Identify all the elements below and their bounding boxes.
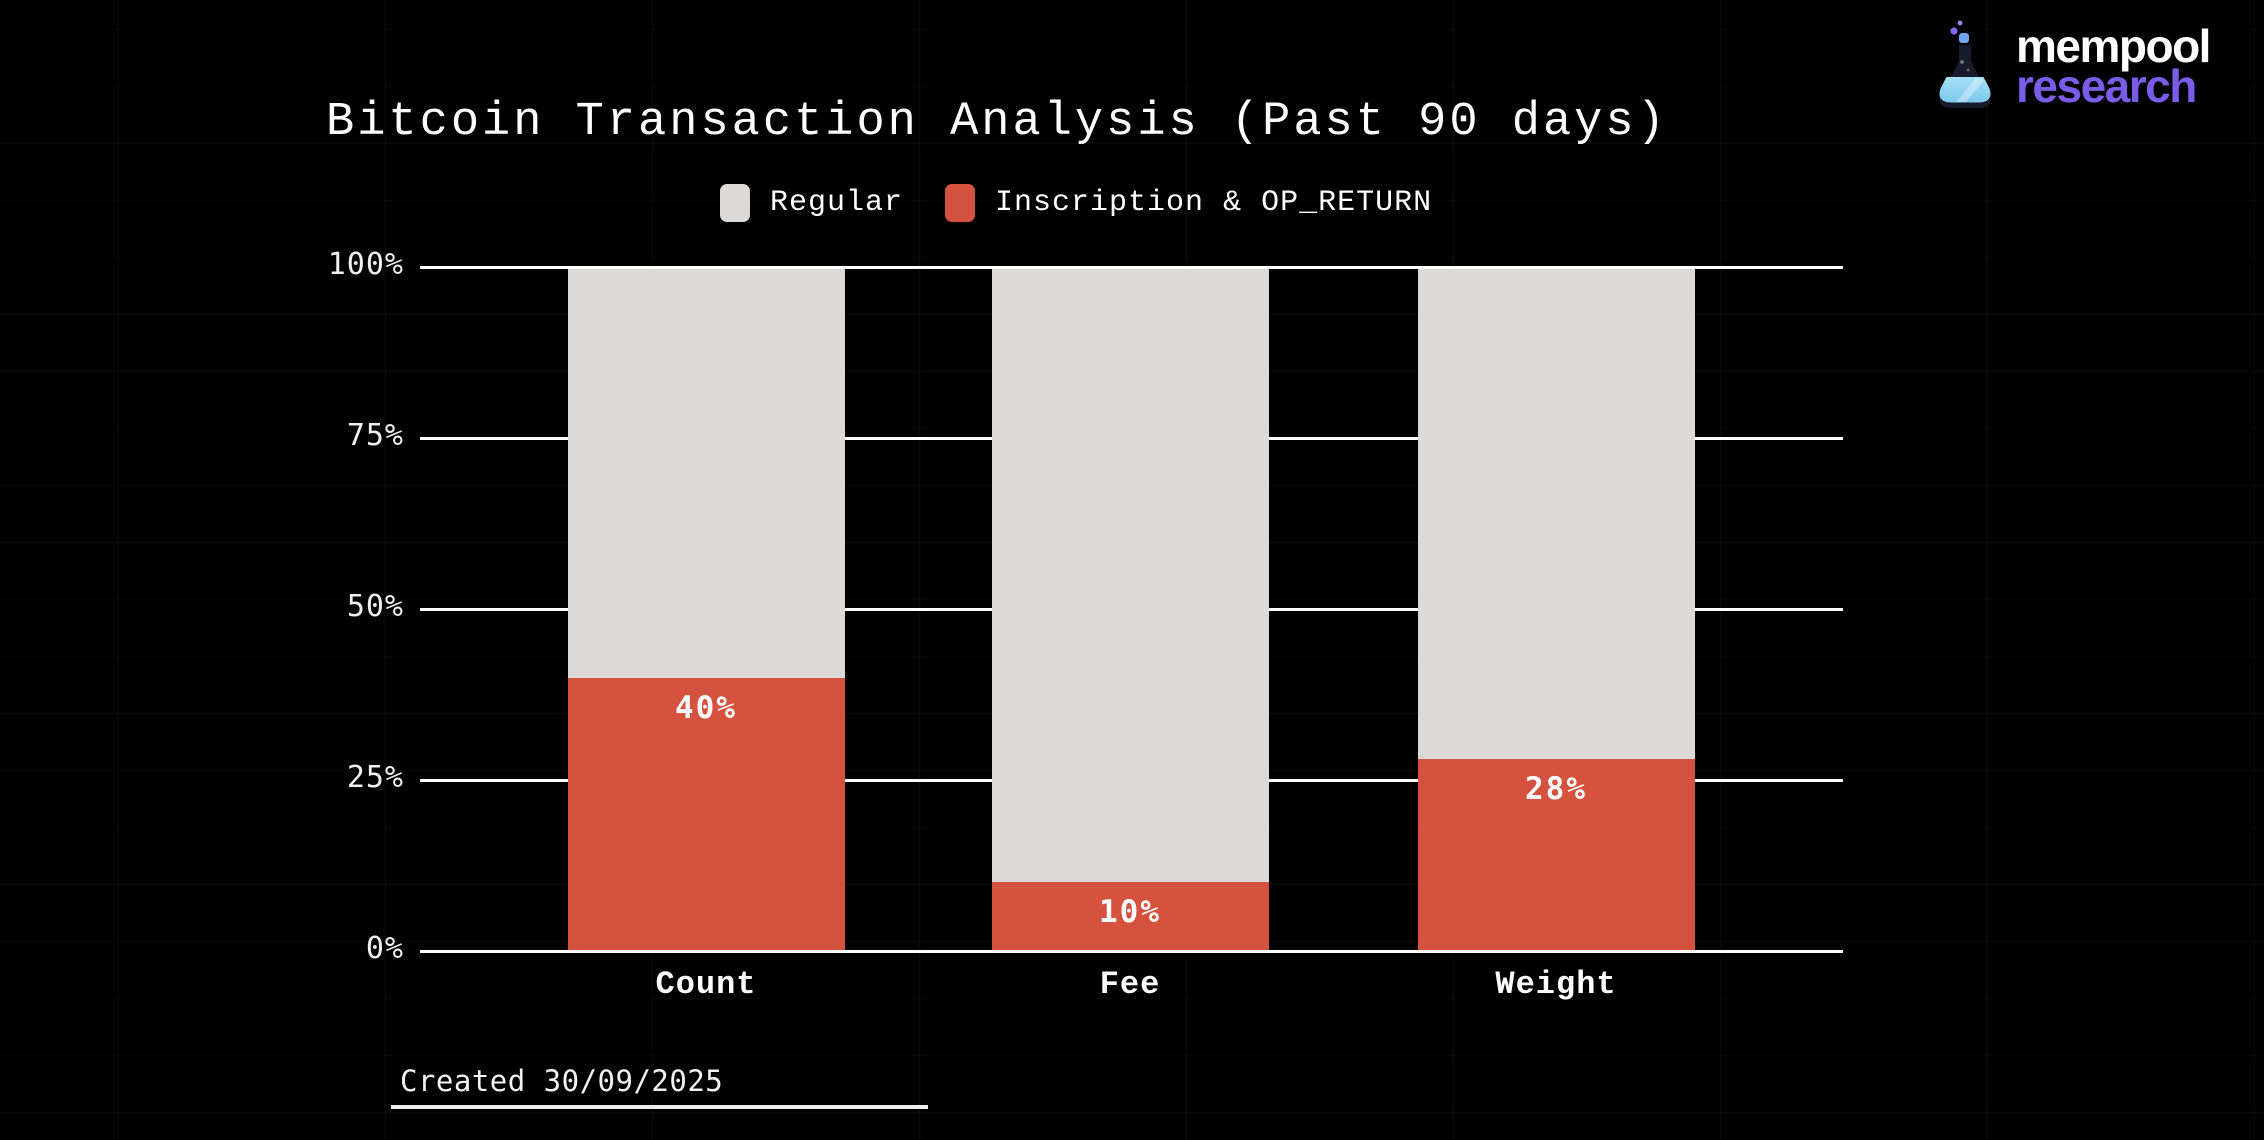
x-tick-label: Fee [1099,966,1161,1003]
legend-swatch [720,184,750,222]
brand-name-line2: research [2016,60,2197,112]
bar-segment-regular [991,269,1269,882]
bar-segment-regular [1417,269,1695,760]
legend-item: Inscription & OP_RETURN [945,184,1432,222]
legend-swatch [945,184,976,222]
footer-underline [391,1105,928,1109]
created-date-label: Created 30/09/2025 [400,1064,724,1098]
brand-name-line1: mempool [2016,20,2211,72]
legend-label: Regular [770,186,904,220]
chart-legend: Regular Inscription & OP_RETURN [720,184,1432,222]
bar-segment-inscription: 40% [567,677,845,950]
y-tick-label: 100% [327,247,404,282]
x-tick-label: Count [655,966,757,1003]
y-tick-label: 75% [346,418,404,453]
brand-name: mempool research [2016,20,2211,112]
gridline [420,266,1843,269]
bar-segment-inscription: 28% [1417,759,1695,950]
flask-icon [1939,20,1991,108]
x-tick-label: Weight [1495,966,1617,1003]
bar-segment-regular [567,269,845,678]
y-tick-label: 25% [346,760,404,795]
bar-chart: 40% Count 10% Fee 28% Weight [420,266,1843,1003]
brand-logo: mempool research [1932,18,2211,112]
legend-item: Regular [720,184,903,222]
bar-segment-inscription: 10% [991,881,1269,950]
y-tick-label: 0% [365,931,404,966]
gridline [420,950,1843,953]
legend-label: Inscription & OP_RETURN [995,186,1433,220]
bar-value-label: 28% [1525,771,1587,808]
bar-value-label: 10% [1099,893,1161,930]
stacked-bar-fee: 10% [991,269,1269,950]
bar-value-label: 40% [675,689,737,726]
stacked-bar-count: 40% [567,269,845,950]
chart-title: Bitcoin Transaction Analysis (Past 90 da… [326,96,1668,149]
stacked-bar-weight: 28% [1417,269,1695,950]
y-tick-label: 50% [346,589,404,624]
